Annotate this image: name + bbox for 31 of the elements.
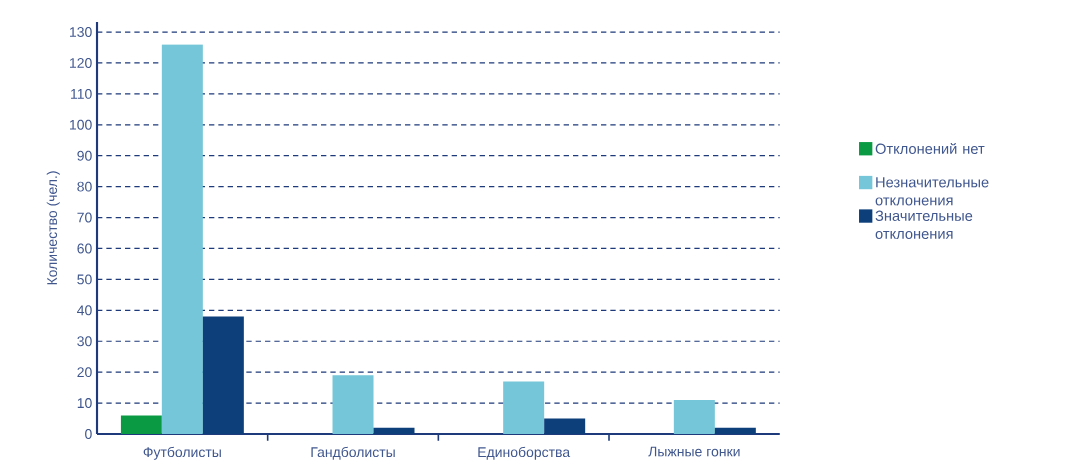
bar (373, 427, 415, 434)
bar (673, 399, 715, 434)
y-tick-label: 130 (70, 27, 92, 38)
y-tick-label: 40 (77, 305, 92, 316)
bar (503, 381, 545, 434)
legend-label: Незначительные отклонения (875, 177, 989, 206)
y-tick-label: 80 (77, 181, 92, 192)
y-tick-label: 10 (77, 398, 92, 409)
y-tick-label: 110 (71, 88, 92, 99)
legend-label: Значительные отклонения (875, 210, 973, 239)
bar (332, 375, 374, 434)
bar (714, 427, 756, 434)
x-tick-label: Лыжные гонки (648, 446, 740, 457)
legend-label: Отклонений нет (875, 142, 985, 154)
y-tick-label: 120 (70, 58, 92, 68)
y-tick-label: 60 (77, 243, 92, 254)
x-tick-label: Единоборства (478, 446, 571, 460)
x-tick-label: Футболисты (143, 446, 221, 460)
y-tick-label: 30 (77, 336, 92, 347)
y-tick-label: 90 (77, 150, 92, 161)
y-tick-label: 70 (77, 212, 92, 223)
y-tick-label: 100 (70, 119, 92, 130)
bar (544, 418, 586, 434)
x-tick-label: Гандболисты (311, 446, 395, 460)
y-axis-title: Количество (чел.) (46, 171, 60, 285)
bar (202, 316, 244, 434)
y-tick-label: 50 (77, 274, 92, 285)
y-tick-label: 0 (85, 429, 92, 439)
y-tick-label: 20 (77, 367, 92, 378)
bar (161, 44, 203, 434)
bar (120, 415, 162, 434)
